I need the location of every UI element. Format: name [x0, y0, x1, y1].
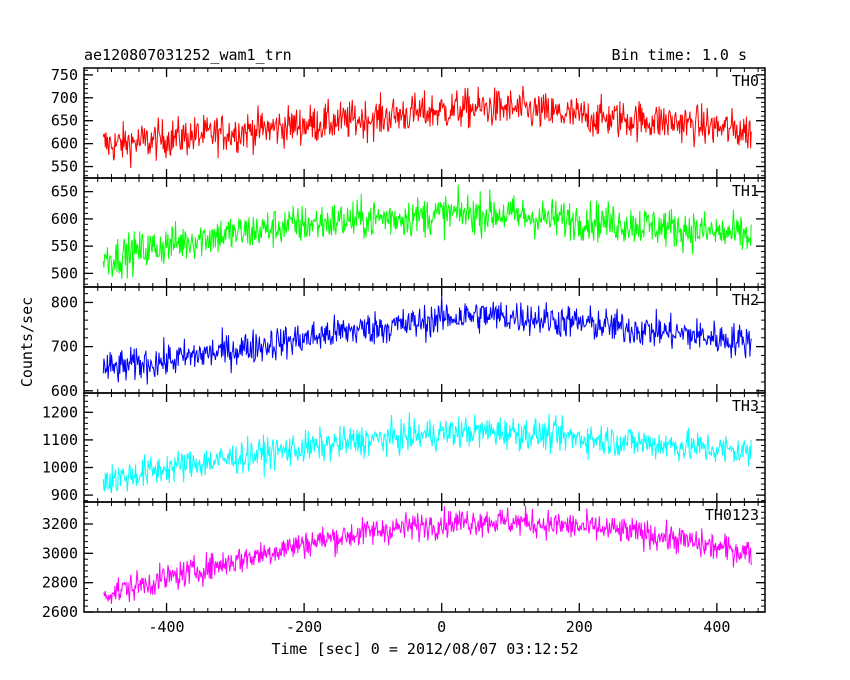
y-tick-label: 650: [51, 112, 78, 130]
y-tick-label: 650: [51, 183, 78, 201]
y-tick-label: 1000: [42, 459, 78, 477]
series-label-th3: TH3: [732, 397, 759, 415]
x-axis-label: Time [sec] 0 = 2012/08/07 03:12:52: [271, 640, 579, 658]
y-tick-label: 900: [51, 486, 78, 504]
series-label-th0123: TH0123: [705, 506, 759, 524]
y-tick-label: 550: [51, 237, 78, 255]
x-tick-label: 0: [437, 618, 446, 636]
y-tick-label: 3000: [42, 544, 78, 562]
panel-frame-th2: [83, 286, 766, 394]
series-label-th2: TH2: [732, 291, 759, 309]
y-tick-label: 600: [51, 135, 78, 153]
y-tick-label: 2800: [42, 574, 78, 592]
y-tick-label: 600: [51, 210, 78, 228]
series-label-th0: TH0: [732, 72, 759, 90]
panel-frame-th1: [83, 177, 766, 288]
x-tick-label: -200: [286, 618, 322, 636]
bin-time-label: Bin time: 1.0 s: [611, 46, 747, 64]
y-tick-label: 1100: [42, 431, 78, 449]
panel-frame-th0123: [83, 501, 766, 613]
series-th0123-line: [103, 505, 752, 605]
x-tick-label: 200: [566, 618, 593, 636]
series-th3-line: [102, 412, 752, 494]
x-tick-label: -400: [148, 618, 184, 636]
series-label-th1: TH1: [732, 182, 759, 200]
x-tick-label: 400: [703, 618, 730, 636]
y-tick-label: 750: [51, 66, 78, 84]
series-th2-line: [102, 294, 752, 385]
y-axis-label: Counts/sec: [18, 296, 36, 388]
y-tick-label: 600: [51, 382, 78, 400]
y-tick-label: 500: [51, 264, 78, 282]
y-tick-label: 700: [51, 89, 78, 107]
y-tick-label: 1200: [42, 403, 78, 421]
series-th0-line: [102, 85, 752, 169]
y-tick-label: 700: [51, 338, 78, 356]
y-tick-label: 3200: [42, 515, 78, 533]
y-tick-label: 800: [51, 293, 78, 311]
y-tick-label: 2600: [42, 603, 78, 621]
chart-title: ae120807031252_wam1_trn: [84, 46, 292, 64]
y-tick-label: 550: [51, 158, 78, 176]
series-th1-line: [102, 184, 752, 279]
panel-frame-th3: [83, 392, 766, 503]
